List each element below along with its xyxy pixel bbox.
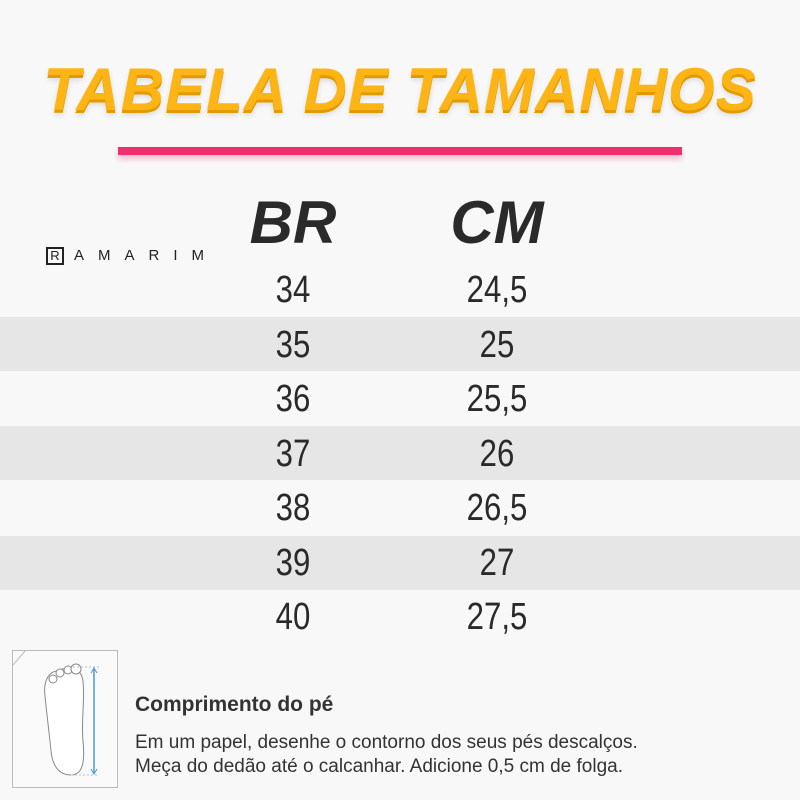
brand-logo: R AMARIM — [46, 247, 218, 265]
cell-cm: 26,5 — [466, 487, 528, 529]
cell-br: 37 — [275, 432, 311, 475]
header-br: BR — [249, 189, 337, 256]
logo-name: AMARIM — [74, 247, 218, 264]
info-heading: Comprimento do pé — [135, 693, 334, 716]
foot-measure-icon — [12, 650, 118, 788]
info-line: Em um papel, desenhe o contorno dos seus… — [135, 732, 638, 753]
title-underline — [118, 147, 682, 155]
page-title: TABELA DE TAMANHOS — [43, 56, 757, 123]
cell-br: 40 — [275, 596, 311, 638]
cell-br: 38 — [275, 487, 311, 529]
cell-br: 35 — [275, 323, 311, 366]
logo-mark: R — [46, 247, 64, 265]
row-band — [0, 317, 800, 371]
cell-br: 36 — [275, 378, 311, 420]
cell-cm: 27,5 — [466, 596, 528, 638]
row-band — [0, 536, 800, 590]
info-line: Meça do dedão até o calcanhar. Adicione … — [135, 756, 623, 777]
cell-cm: 25 — [479, 323, 515, 366]
cell-cm: 24,5 — [466, 269, 528, 311]
row-band — [0, 426, 800, 480]
cell-br: 34 — [275, 269, 311, 311]
header-cm: CM — [450, 189, 544, 256]
cell-cm: 25,5 — [466, 378, 528, 420]
cell-br: 39 — [275, 541, 311, 584]
cell-cm: 26 — [479, 432, 515, 475]
cell-cm: 27 — [479, 541, 515, 584]
